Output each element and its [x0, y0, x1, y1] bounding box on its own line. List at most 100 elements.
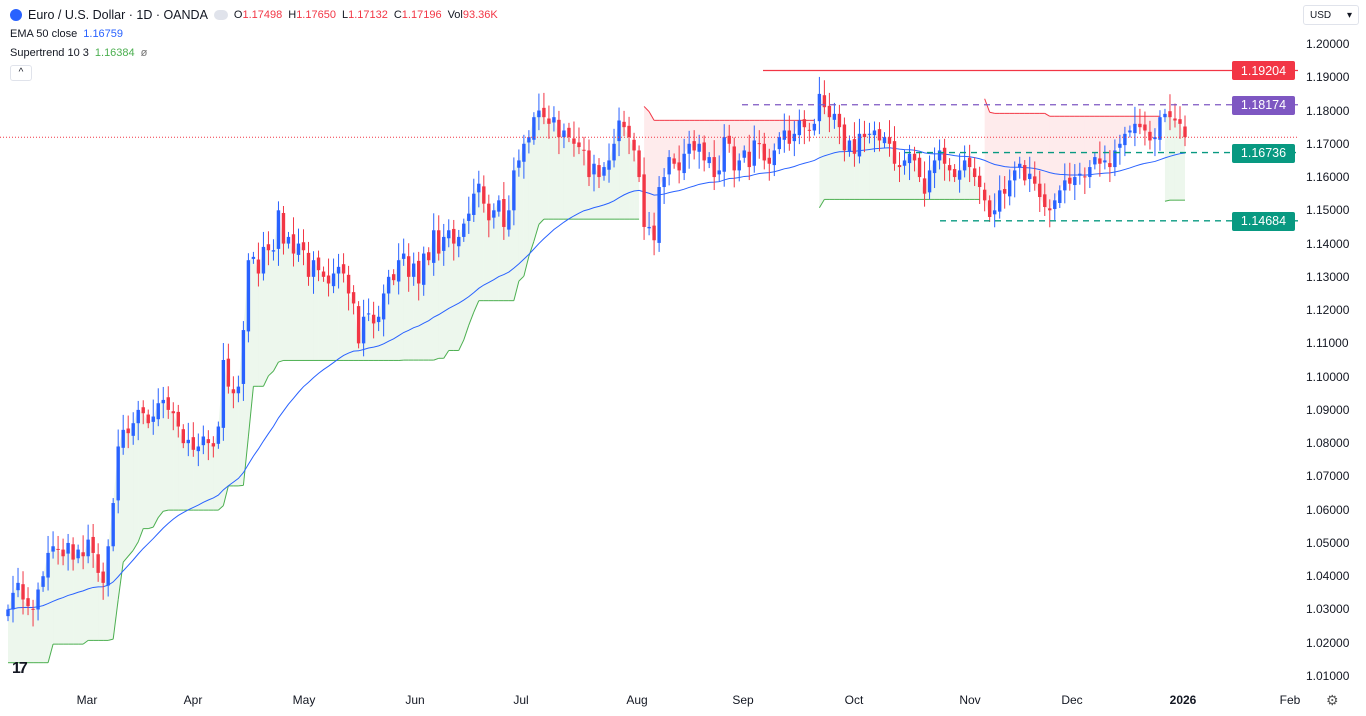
candle-body: [306, 252, 311, 277]
supertrend-line: [163, 509, 169, 512]
supertrend-fill: [588, 163, 594, 220]
supertrend-fill: [353, 303, 359, 361]
candle-body: [1128, 130, 1132, 133]
price-level-tag: 1.19204: [1232, 61, 1295, 81]
gear-icon[interactable]: ⚙: [1326, 692, 1339, 708]
supertrend-line: [433, 357, 439, 361]
supertrend-line: [273, 361, 279, 372]
supertrend-fill: [143, 413, 149, 529]
low-label: L: [341, 9, 349, 21]
candle-body: [492, 210, 496, 218]
candle-body: [101, 571, 105, 583]
y-tick-label: 1.02000: [1306, 635, 1350, 650]
x-tick-label: Mar: [76, 693, 98, 707]
supertrend-fill: [38, 576, 44, 663]
supertrend-fill: [659, 120, 665, 188]
candle-body: [381, 293, 386, 320]
supertrend-line: [218, 505, 224, 511]
candle-body: [276, 210, 281, 249]
euro-flag-icon: [10, 9, 22, 21]
supertrend-line: [1164, 199, 1171, 202]
x-tick-label: Dec: [1061, 693, 1083, 707]
supertrend-fill: [1029, 113, 1035, 184]
candle-body: [1023, 165, 1027, 181]
tradingview-logo[interactable]: 17: [12, 660, 28, 677]
supertrend-fill: [323, 276, 329, 361]
supertrend-fill: [849, 140, 855, 200]
supertrend-line: [238, 484, 244, 487]
supertrend-fill: [158, 399, 164, 518]
candle-body: [887, 137, 892, 144]
ema-legend[interactable]: EMA 50 close 1.16759: [10, 27, 498, 41]
candle-body: [366, 313, 371, 315]
candle-body: [171, 411, 175, 414]
candle-body: [1173, 118, 1177, 121]
supertrend-fill: [393, 260, 399, 361]
supertrend-line: [984, 98, 991, 113]
supertrend-fill: [824, 107, 830, 200]
candle-body: [1068, 177, 1072, 184]
supertrend-fill: [318, 270, 324, 361]
hidden-eye-icon[interactable]: ø: [140, 47, 148, 59]
x-tick-label: Apr: [183, 693, 203, 707]
candle-body: [957, 170, 962, 180]
supertrend-fill: [73, 549, 79, 645]
supertrend-fill: [919, 177, 925, 200]
candle-body: [291, 234, 296, 254]
candle-body: [1118, 143, 1122, 148]
candle-body: [872, 130, 877, 136]
candle-body: [867, 133, 872, 135]
candle-body: [1133, 123, 1137, 134]
supertrend-fill: [183, 439, 189, 511]
supertrend-legend[interactable]: Supertrend 10 3 1.16384 ø: [10, 46, 498, 60]
candle-body: [862, 133, 867, 138]
candle-body: [396, 260, 401, 282]
candle-body: [632, 139, 636, 151]
candle-body: [982, 189, 987, 201]
supertrend-line: [538, 218, 545, 225]
supertrend-line: [222, 485, 229, 506]
candle-body: [437, 230, 441, 254]
candle-body: [947, 165, 952, 171]
supertrend-line: [513, 281, 520, 301]
collapse-legend-button[interactable]: ^: [10, 65, 32, 81]
supertrend-fill: [1114, 116, 1120, 151]
y-tick-label: 1.07000: [1306, 469, 1350, 484]
candle-body: [406, 256, 411, 277]
market-status-icon[interactable]: [213, 10, 228, 20]
supertrend-line: [648, 111, 655, 121]
x-tick-label: Jun: [405, 693, 425, 707]
candle-body: [927, 170, 932, 193]
candle-body: [1123, 133, 1127, 146]
candle-body: [962, 160, 967, 171]
candle-body: [547, 118, 551, 124]
supertrend-fill: [523, 137, 529, 277]
supertrend-fill: [298, 243, 304, 361]
candle-body: [847, 140, 852, 152]
supertrend-fill: [413, 263, 419, 361]
supertrend-fill: [1079, 116, 1085, 178]
candle-body: [216, 426, 221, 444]
candle-body: [762, 143, 766, 161]
candle-body: [1098, 158, 1102, 164]
currency-select[interactable]: USD ▾: [1303, 5, 1359, 25]
candle-body: [517, 160, 521, 168]
candle-body: [1093, 157, 1097, 165]
supertrend-line: [117, 562, 124, 600]
supertrend-fill: [178, 426, 184, 511]
supertrend-fill: [719, 120, 725, 171]
candle-body: [622, 121, 626, 128]
candle-body: [707, 157, 711, 164]
supertrend-fill: [408, 263, 414, 361]
supertrend-fill: [669, 120, 675, 164]
symbol-title[interactable]: Euro / U.S. Dollar · 1D · OANDA: [28, 8, 208, 22]
supertrend-fill: [468, 193, 474, 326]
supertrend-fill: [624, 127, 630, 220]
candle-body: [361, 316, 366, 344]
supertrend-fill: [1084, 116, 1090, 178]
supertrend-fill: [774, 120, 780, 151]
candle-body: [1088, 167, 1092, 178]
y-tick-label: 1.08000: [1306, 436, 1350, 451]
candle-body: [321, 271, 326, 277]
